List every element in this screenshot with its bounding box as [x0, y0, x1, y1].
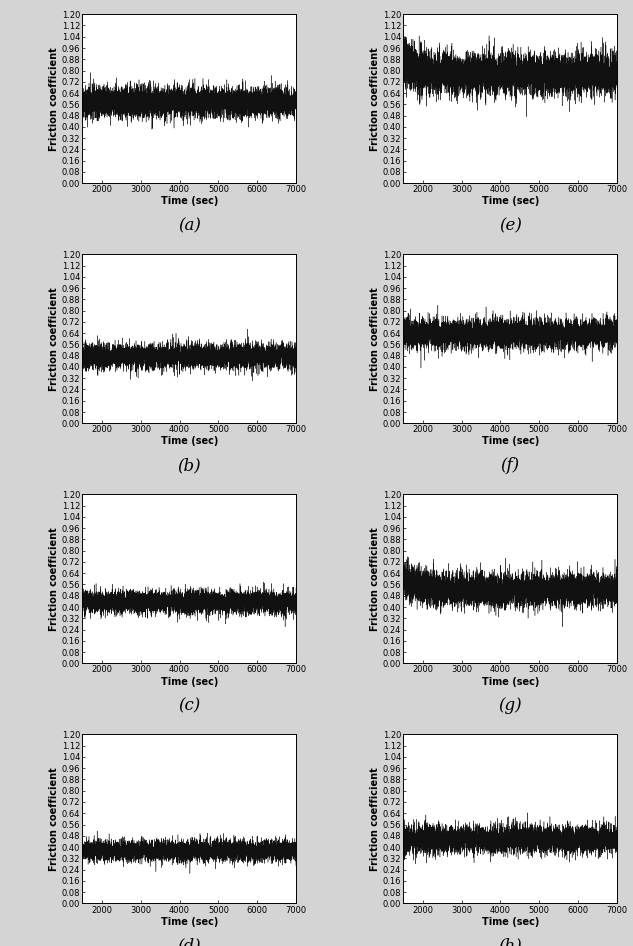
X-axis label: Time (sec): Time (sec)	[482, 917, 539, 926]
X-axis label: Time (sec): Time (sec)	[482, 197, 539, 206]
Text: (g): (g)	[498, 697, 522, 714]
Y-axis label: Friction coefficient: Friction coefficient	[49, 287, 60, 391]
Text: (e): (e)	[499, 217, 522, 234]
Text: (c): (c)	[178, 697, 201, 714]
X-axis label: Time (sec): Time (sec)	[161, 197, 218, 206]
X-axis label: Time (sec): Time (sec)	[161, 676, 218, 687]
Y-axis label: Friction coefficient: Friction coefficient	[49, 527, 60, 631]
X-axis label: Time (sec): Time (sec)	[161, 917, 218, 926]
Text: (d): (d)	[177, 937, 201, 946]
X-axis label: Time (sec): Time (sec)	[161, 436, 218, 447]
Y-axis label: Friction coefficient: Friction coefficient	[370, 767, 380, 870]
Text: (a): (a)	[178, 217, 201, 234]
Text: (f): (f)	[501, 457, 520, 474]
Text: (b): (b)	[177, 457, 201, 474]
Y-axis label: Friction coefficient: Friction coefficient	[49, 47, 60, 150]
Text: (h): (h)	[498, 937, 522, 946]
Y-axis label: Friction coefficient: Friction coefficient	[370, 527, 380, 631]
Y-axis label: Friction coefficient: Friction coefficient	[370, 47, 380, 150]
X-axis label: Time (sec): Time (sec)	[482, 436, 539, 447]
X-axis label: Time (sec): Time (sec)	[482, 676, 539, 687]
Y-axis label: Friction coefficient: Friction coefficient	[49, 767, 60, 870]
Y-axis label: Friction coefficient: Friction coefficient	[370, 287, 380, 391]
